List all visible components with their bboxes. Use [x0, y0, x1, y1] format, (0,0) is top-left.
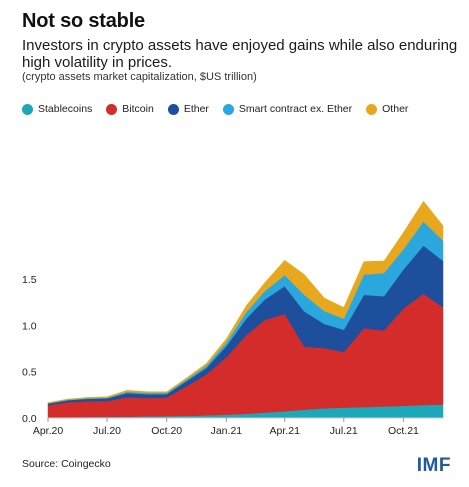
x-tick-label: Oct.21 [388, 425, 419, 437]
legend-swatch-stablecoins [22, 103, 33, 115]
legend-swatch-other [366, 103, 378, 115]
legend-label-bitcoin: Bitcoin [122, 103, 154, 115]
x-tick-label: Jan.21 [211, 425, 243, 437]
x-tick-label: Apr.20 [33, 425, 64, 437]
y-tick-label: 0.0 [22, 413, 37, 425]
legend-label-ether: Ether [183, 103, 209, 115]
legend-swatch-smart-contract [222, 103, 234, 115]
legend-label-smart-contract: Smart contract ex. Ether [238, 103, 353, 115]
chart-subtitle: Investors in crypto assets have enjoyed … [22, 37, 458, 71]
area-other [47, 200, 444, 404]
legend-item-stablecoins: Stablecoins [22, 103, 92, 115]
legend-swatch-ether [167, 103, 179, 115]
legend-label-stablecoins: Stablecoins [38, 103, 93, 115]
source-note: Source: Coingecko [22, 458, 111, 470]
y-tick-label: 0.5 [22, 367, 37, 379]
x-tick-label: Apr.21 [270, 425, 301, 437]
y-tick-label: 1.5 [22, 274, 37, 286]
units-note: (crypto assets market capitalization, $U… [22, 71, 257, 83]
legend-label-other: Other [382, 103, 409, 115]
legend-item-ether: Ether [167, 103, 209, 115]
x-tick-label: Jul.20 [93, 425, 121, 437]
stacked-area-chart: 0.0 0.5 1.0 1.5 Apr.20 Jul.20 Oct.20 Jan.21 Apr.… [22, 200, 444, 437]
chart-title: Not so stable [22, 10, 145, 32]
legend-swatch-bitcoin [106, 103, 118, 115]
x-tick-label: Jul.21 [330, 425, 358, 437]
legend-item-bitcoin: Bitcoin [106, 103, 154, 115]
y-tick-label: 1.0 [22, 320, 37, 332]
legend: Stablecoins Bitcoin Ether Smart contract… [22, 101, 422, 117]
legend-item-other: Other [366, 103, 408, 115]
legend-item-smart-contract: Smart contract ex. Ether [222, 103, 353, 115]
imf-logo: IMF [416, 455, 451, 476]
x-tick-label: Oct.20 [151, 425, 182, 437]
